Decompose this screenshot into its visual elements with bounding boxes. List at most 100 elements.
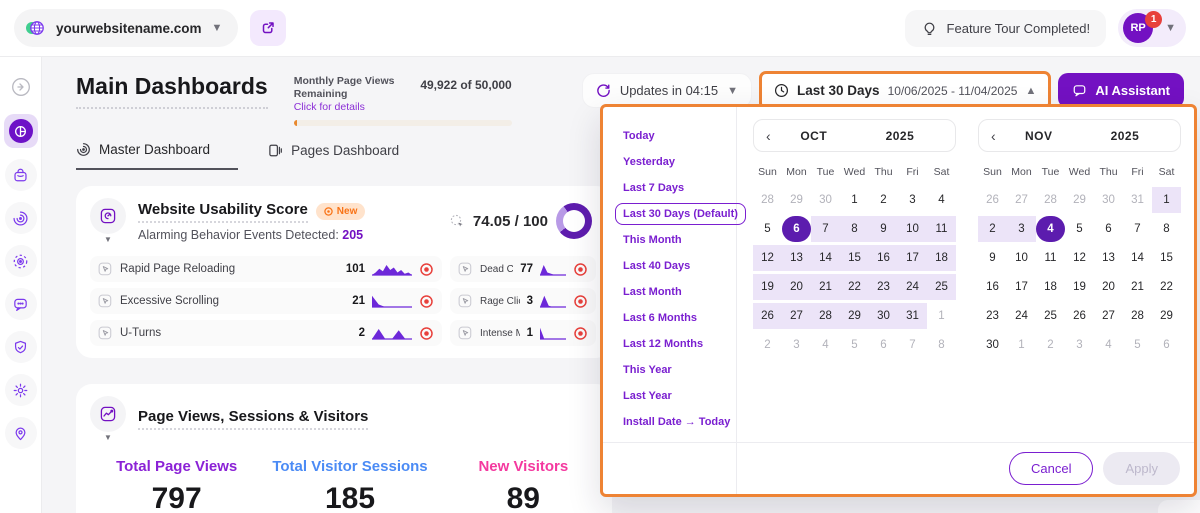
day-cell[interactable]: 4 bbox=[1105, 339, 1112, 351]
day-cell[interactable]: 19 bbox=[1073, 281, 1086, 293]
sidebar-item-feedback[interactable] bbox=[4, 288, 37, 320]
tab-master-dashboard[interactable]: Master Dashboard bbox=[76, 142, 239, 171]
day-cell[interactable]: 25 bbox=[1044, 310, 1057, 322]
day-cell[interactable]: 13 bbox=[1102, 252, 1115, 264]
day-cell[interactable]: 9 bbox=[989, 252, 996, 264]
day-cell[interactable]: 3 bbox=[1007, 216, 1036, 242]
sidebar-item-dashboards[interactable] bbox=[3, 114, 38, 148]
day-cell[interactable]: 6 bbox=[1105, 223, 1112, 235]
day-cell[interactable]: 13 bbox=[782, 245, 811, 271]
day-cell[interactable]: 25 bbox=[927, 274, 956, 300]
day-cell[interactable]: 2 bbox=[978, 216, 1007, 242]
day-cell[interactable]: 18 bbox=[1044, 281, 1057, 293]
account-menu[interactable]: RP 1 ▼ bbox=[1118, 9, 1186, 47]
behavior-event-row[interactable]: Rage Clicking 3 bbox=[450, 288, 596, 315]
ai-assistant-button[interactable]: AI Assistant bbox=[1058, 73, 1184, 108]
day-cell[interactable]: 26 bbox=[986, 194, 999, 206]
day-cell[interactable]: 21 bbox=[811, 274, 840, 300]
session-recording-icon[interactable] bbox=[573, 262, 588, 277]
month-label[interactable]: NOV bbox=[1025, 128, 1053, 143]
year-label[interactable]: 2025 bbox=[1110, 128, 1140, 143]
feature-tour-button[interactable]: Feature Tour Completed! bbox=[904, 9, 1107, 47]
day-cell[interactable]: 4 bbox=[938, 194, 945, 206]
day-cell[interactable]: 8 bbox=[938, 339, 945, 351]
preset-this-year[interactable]: This Year bbox=[623, 364, 672, 376]
day-cell[interactable]: 14 bbox=[1131, 252, 1144, 264]
day-cell[interactable]: 12 bbox=[753, 245, 782, 271]
apply-button[interactable]: Apply bbox=[1103, 452, 1180, 485]
session-recording-icon[interactable] bbox=[573, 326, 588, 341]
tab-pages-dashboard[interactable]: Pages Dashboard bbox=[268, 142, 399, 170]
day-cell[interactable]: 1 bbox=[938, 310, 945, 322]
day-cell[interactable]: 16 bbox=[869, 245, 898, 271]
sidebar-item-master-dashboard[interactable] bbox=[4, 202, 37, 234]
day-cell[interactable]: 4 bbox=[1036, 216, 1065, 242]
day-cell[interactable]: 26 bbox=[1073, 310, 1086, 322]
session-recording-icon[interactable] bbox=[419, 326, 434, 341]
day-cell[interactable]: 28 bbox=[1044, 194, 1057, 206]
day-cell[interactable]: 12 bbox=[1073, 252, 1086, 264]
day-cell[interactable]: 16 bbox=[986, 281, 999, 293]
day-cell[interactable]: 28 bbox=[761, 194, 774, 206]
day-cell[interactable]: 27 bbox=[782, 303, 811, 329]
day-cell[interactable]: 30 bbox=[869, 303, 898, 329]
day-cell[interactable]: 14 bbox=[811, 245, 840, 271]
preset-today[interactable]: Today bbox=[623, 130, 655, 142]
open-site-button[interactable] bbox=[250, 10, 287, 46]
preset-last-40-days[interactable]: Last 40 Days bbox=[623, 260, 691, 272]
day-cell[interactable]: 5 bbox=[764, 223, 771, 235]
session-recording-icon[interactable] bbox=[419, 262, 434, 277]
day-cell[interactable]: 28 bbox=[1131, 310, 1144, 322]
day-cell[interactable]: 17 bbox=[1015, 281, 1028, 293]
day-cell[interactable]: 1 bbox=[851, 194, 858, 206]
preset-last-12-months[interactable]: Last 12 Months bbox=[623, 338, 704, 350]
behavior-event-row[interactable]: Intense Mouse Movements 1 bbox=[450, 320, 596, 347]
day-cell[interactable]: 20 bbox=[782, 274, 811, 300]
day-cell[interactable]: 7 bbox=[811, 216, 840, 242]
day-cell[interactable]: 29 bbox=[840, 303, 869, 329]
day-cell[interactable]: 31 bbox=[1131, 194, 1144, 206]
card-icon-cluster[interactable]: ▼ bbox=[90, 198, 126, 244]
day-cell[interactable]: 8 bbox=[840, 216, 869, 242]
day-cell[interactable]: 5 bbox=[1134, 339, 1141, 351]
day-cell[interactable]: 30 bbox=[1102, 194, 1115, 206]
sidebar-item-locations[interactable] bbox=[4, 417, 37, 449]
preset-last-7-days[interactable]: Last 7 Days bbox=[623, 182, 685, 194]
day-cell[interactable]: 24 bbox=[898, 274, 927, 300]
day-cell[interactable]: 11 bbox=[1044, 252, 1057, 264]
day-cell[interactable]: 24 bbox=[1015, 310, 1028, 322]
day-cell[interactable]: 1 bbox=[1018, 339, 1025, 351]
day-cell[interactable]: 22 bbox=[840, 274, 869, 300]
day-cell[interactable]: 2 bbox=[764, 339, 771, 351]
day-cell[interactable]: 22 bbox=[1160, 281, 1173, 293]
sidebar-item-store[interactable] bbox=[4, 159, 37, 191]
day-cell[interactable]: 3 bbox=[793, 339, 800, 351]
prev-month-button[interactable]: ‹ bbox=[991, 127, 996, 144]
day-cell[interactable]: 2 bbox=[1047, 339, 1054, 351]
day-cell[interactable]: 30 bbox=[986, 339, 999, 351]
day-cell[interactable]: 5 bbox=[1076, 223, 1083, 235]
day-cell[interactable]: 19 bbox=[753, 274, 782, 300]
day-cell[interactable]: 3 bbox=[909, 194, 916, 206]
preset-this-month[interactable]: This Month bbox=[623, 234, 682, 246]
preset-last-6-months[interactable]: Last 6 Months bbox=[623, 312, 697, 324]
day-cell[interactable]: 15 bbox=[1160, 252, 1173, 264]
preset-last-30-days-default-[interactable]: Last 30 Days (Default) bbox=[615, 203, 746, 225]
day-cell[interactable]: 8 bbox=[1163, 223, 1170, 235]
day-cell[interactable]: 9 bbox=[869, 216, 898, 242]
sidebar-item-settings[interactable] bbox=[4, 374, 37, 406]
behavior-event-row[interactable]: Rapid Page Reloading 101 bbox=[90, 256, 442, 283]
day-cell[interactable]: 15 bbox=[840, 245, 869, 271]
sidebar-item-recordings[interactable] bbox=[4, 245, 37, 277]
day-cell[interactable]: 27 bbox=[1102, 310, 1115, 322]
behavior-event-row[interactable]: Dead Clicks 77 bbox=[450, 256, 596, 283]
day-cell[interactable]: 2 bbox=[880, 194, 887, 206]
day-cell[interactable]: 7 bbox=[909, 339, 916, 351]
day-cell[interactable]: 21 bbox=[1131, 281, 1144, 293]
day-cell[interactable]: 28 bbox=[811, 303, 840, 329]
behavior-event-row[interactable]: Excessive Scrolling 21 bbox=[90, 288, 442, 315]
prev-month-button[interactable]: ‹ bbox=[766, 127, 771, 144]
day-cell[interactable]: 18 bbox=[927, 245, 956, 271]
day-cell[interactable]: 11 bbox=[927, 216, 956, 242]
day-cell[interactable]: 7 bbox=[1134, 223, 1141, 235]
